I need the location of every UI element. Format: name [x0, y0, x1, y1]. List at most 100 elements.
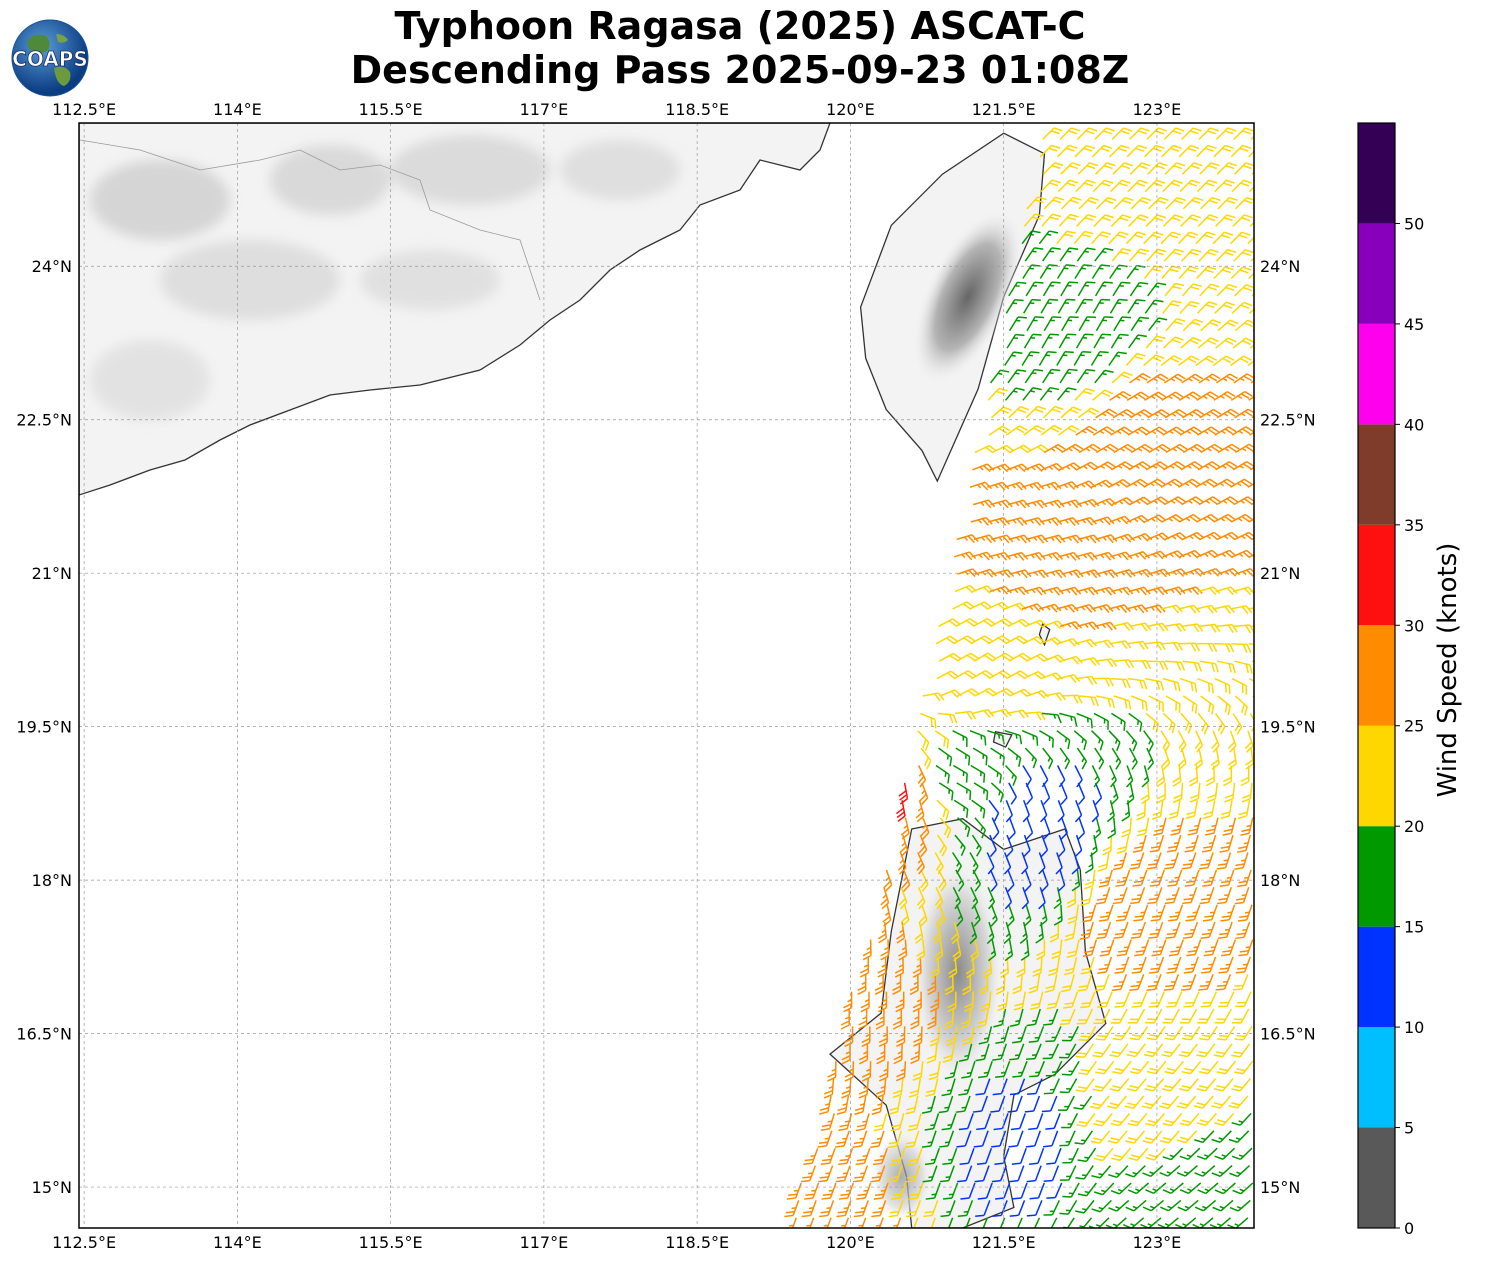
wind-barb: [1074, 800, 1083, 823]
wind-barb: [1215, 974, 1232, 991]
wind-barb: [873, 1182, 889, 1200]
wind-barb: [927, 974, 937, 996]
wind-barb: [1092, 1078, 1112, 1092]
wind-barb: [838, 1147, 854, 1166]
wind-barb: [1060, 655, 1083, 665]
wind-barb: [855, 1113, 870, 1132]
wind-barb: [1199, 660, 1219, 673]
wind-barb: [1011, 1147, 1027, 1166]
wind-barb: [1146, 1060, 1167, 1075]
wind-barb: [1198, 373, 1221, 384]
wind-barb: [1040, 424, 1063, 436]
wind-barb: [944, 974, 954, 996]
wind-barb: [1146, 974, 1162, 991]
wind-barb: [890, 1147, 906, 1166]
wind-barb: [921, 1130, 937, 1148]
wind-barb: [1029, 1147, 1045, 1165]
wind-barb: [1214, 426, 1237, 436]
wind-barb: [1170, 817, 1185, 836]
wind-barb: [1241, 782, 1253, 803]
province-border: [79, 139, 541, 301]
colorbar-tick-label: 50: [1404, 214, 1424, 233]
wind-barb: [1162, 300, 1182, 314]
wind-barb: [1057, 387, 1077, 401]
wind-barb: [1181, 852, 1197, 870]
wind-barb: [907, 1147, 923, 1166]
wind-barb: [1109, 1078, 1130, 1092]
wind-barb: [1134, 939, 1150, 957]
wind-barb: [1109, 640, 1132, 650]
wind-barb: [1008, 782, 1017, 805]
wind-barb: [1197, 337, 1220, 349]
wind-barb: [1059, 747, 1071, 770]
wind-barb: [1217, 319, 1239, 332]
wind-barb: [954, 710, 977, 720]
wind-barb: [1229, 231, 1251, 245]
wind-barb: [1110, 551, 1133, 561]
wind-barb: [1059, 620, 1083, 630]
wind-barb: [1216, 852, 1232, 870]
wind-barb: [1215, 373, 1238, 384]
wind-barb: [1234, 1060, 1254, 1075]
wind-barb: [971, 834, 982, 857]
wind-barb: [1111, 371, 1133, 384]
lon-tick-label-top: 115.5°E: [359, 100, 423, 119]
wind-barb: [1045, 1060, 1063, 1077]
wind-barb: [975, 1078, 991, 1096]
colorbar-tick-label: 40: [1404, 415, 1424, 434]
wind-barb: [1061, 974, 1075, 993]
wind-barb: [1074, 834, 1083, 858]
wind-barb: [990, 904, 998, 927]
wind-barb: [987, 517, 1011, 526]
wind-barb: [1012, 974, 1023, 995]
wind-barb: [1024, 869, 1032, 892]
wind-barb: [952, 730, 968, 747]
lon-tick-label-bottom: 123°E: [1133, 1233, 1182, 1252]
wind-barb: [1129, 496, 1152, 506]
wind-barb: [1198, 623, 1221, 633]
wind-barb: [1092, 426, 1115, 436]
wind-barb: [820, 1113, 836, 1131]
wind-barb: [1237, 834, 1252, 853]
wind-barb: [1142, 1199, 1164, 1212]
wind-barb: [1213, 1078, 1234, 1092]
wind-barb: [924, 1113, 940, 1131]
wind-barb: [970, 635, 993, 645]
colorbar-bin: [1358, 123, 1395, 224]
wind-barb: [952, 886, 962, 910]
wind-barb: [1094, 974, 1110, 992]
wind-barb: [1053, 887, 1062, 910]
wind-barb: [1062, 1026, 1079, 1042]
wind-barb: [1233, 496, 1254, 506]
wind-barb: [887, 1130, 903, 1149]
wind-barb: [1021, 887, 1030, 910]
wind-barb: [1145, 1112, 1165, 1127]
wind-barb: [1009, 444, 1032, 454]
wind-barb: [1022, 635, 1045, 645]
wind-barb: [1040, 298, 1059, 314]
wind-barb: [1113, 443, 1136, 454]
colorbar-tick-label: 5: [1404, 1119, 1414, 1138]
wind-barb: [1077, 782, 1086, 805]
wind-barb: [1079, 921, 1094, 940]
wind-barb: [1212, 1199, 1234, 1212]
wind-barb: [1102, 835, 1113, 856]
wind-barb: [1099, 939, 1115, 957]
wind-barb: [1126, 144, 1148, 158]
wind-barb: [1185, 800, 1199, 820]
wind-barb: [1195, 355, 1218, 367]
wind-barb: [942, 1182, 959, 1200]
map-title-line1: Typhoon Ragasa (2025) ASCAT-C: [394, 4, 1086, 48]
lat-tick-label-right: 15°N: [1260, 1178, 1300, 1197]
wind-barb: [1144, 299, 1164, 314]
wind-barb: [1196, 1147, 1218, 1160]
wind-barb: [858, 1009, 868, 1030]
wind-barb: [1056, 730, 1071, 750]
wind-barb: [1095, 1026, 1114, 1041]
wind-barb: [1178, 478, 1201, 488]
wind-barb: [1095, 658, 1118, 668]
wind-barb: [928, 1061, 941, 1081]
wind-barb: [1038, 887, 1046, 910]
wind-barb: [974, 568, 997, 578]
wind-barb: [1183, 991, 1200, 1008]
